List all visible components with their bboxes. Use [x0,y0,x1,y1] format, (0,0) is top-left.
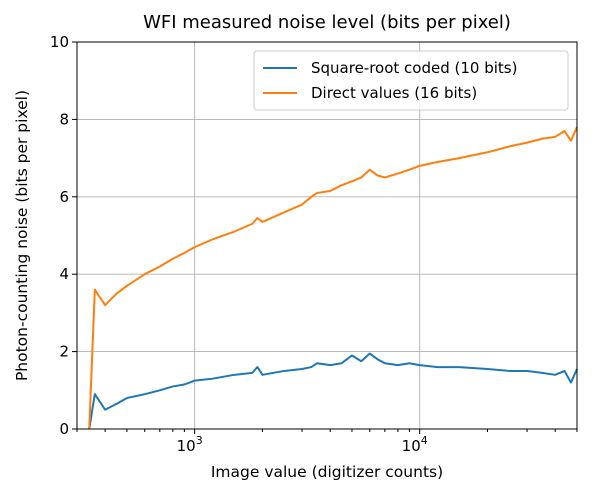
legend-label-direct: Direct values (16 bits) [311,84,477,102]
x-axis-label: Image value (digitizer counts) [211,463,443,481]
series-line-direct [88,126,578,430]
y-tick-label: 2 [59,343,69,361]
y-tick-label: 6 [59,188,69,206]
y-axis-label: Photon-counting noise (bits per pixel) [13,90,31,381]
y-tick-label: 8 [59,110,69,128]
chart-title: WFI measured noise level (bits per pixel… [143,12,511,33]
legend-box [253,50,569,111]
x-tick-label: 103 [177,434,203,455]
y-tick-label: 10 [50,33,69,51]
legend: Square-root coded (10 bits) Direct value… [253,50,569,111]
y-tick-label: 4 [59,265,69,283]
x-tick-label: 104 [402,434,428,455]
ticks-layer: 0 2 4 6 8 10 103 104 [50,33,578,455]
y-tick-label: 0 [59,420,69,438]
legend-label-square-root: Square-root coded (10 bits) [311,59,517,77]
series-layer [88,126,578,430]
plot-frame [76,41,578,430]
series-line-square-root [88,352,578,430]
